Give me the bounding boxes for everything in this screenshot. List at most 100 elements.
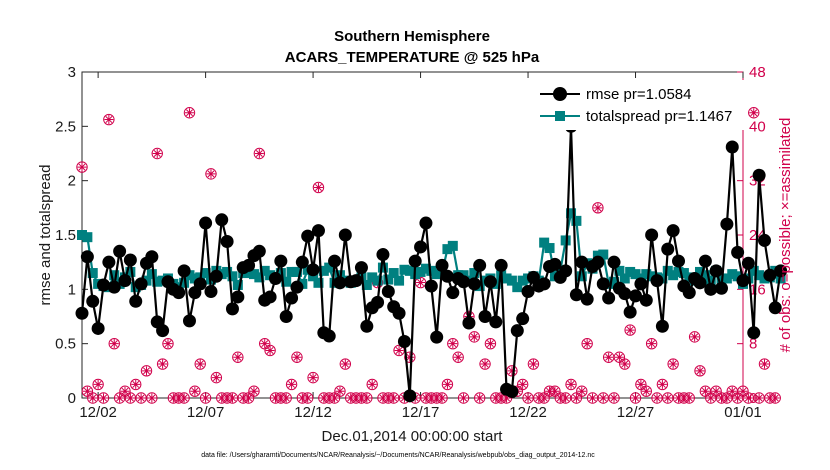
- totalspread-point: [286, 266, 297, 277]
- y-tick-label: 1.5: [55, 227, 76, 244]
- totalspread-point: [592, 250, 603, 261]
- totalspread-point: [619, 273, 630, 284]
- totalspread-point: [571, 215, 582, 226]
- legend: rmse pr=1.0584 totalspread pr=1.1467: [536, 80, 746, 130]
- obs-possible-point: [264, 344, 276, 357]
- totalspread-point: [630, 269, 641, 280]
- obs-assimilated-point: [717, 393, 727, 403]
- rmse-point: [607, 255, 621, 269]
- rmse-point: [86, 294, 100, 308]
- obs-assimilated-point: [319, 393, 329, 403]
- obs-assimilated-point: [566, 379, 576, 389]
- rmse-point: [473, 258, 487, 272]
- obs-assimilated-point: [502, 393, 512, 403]
- obs-assimilated-point: [405, 352, 415, 362]
- obs-assimilated-point: [706, 393, 716, 403]
- rmse-point: [263, 290, 277, 304]
- rmse-point: [290, 280, 304, 294]
- obs-assimilated-point: [647, 339, 657, 349]
- totalspread-point: [700, 270, 711, 281]
- obs-possible-point: [199, 392, 212, 404]
- obs-possible-point: [162, 337, 174, 350]
- obs-assimilated-point: [120, 386, 130, 396]
- x-tick-label: 12/02: [79, 404, 117, 421]
- obs-assimilated-point: [195, 359, 205, 369]
- totalspread-point: [404, 265, 415, 276]
- rmse-point: [177, 264, 191, 278]
- obs-possible-point: [748, 107, 760, 119]
- rmse-point: [285, 291, 299, 305]
- obs-assimilated-point: [561, 393, 571, 403]
- x-tick-label: 12/27: [617, 404, 655, 421]
- obs-possible-point: [248, 385, 260, 397]
- obs-assimilated-point: [93, 379, 103, 389]
- obs-assimilated-point: [222, 393, 232, 403]
- totalspread-point: [377, 262, 388, 273]
- obs-assimilated-point: [158, 359, 168, 369]
- rmse-point: [731, 245, 745, 259]
- rmse-point: [521, 285, 535, 299]
- rmse-point: [322, 329, 336, 343]
- obs-assimilated-point: [238, 393, 248, 403]
- rmse-point: [328, 254, 342, 268]
- rmse-point: [741, 256, 755, 270]
- obs-assimilated-point: [330, 393, 340, 403]
- obs-possible-point: [608, 392, 620, 404]
- totalspread-point: [415, 266, 426, 277]
- totalspread-point: [566, 208, 577, 219]
- totalspread-point: [560, 235, 571, 246]
- rmse-point: [96, 278, 110, 292]
- obs-assimilated-point: [711, 386, 721, 396]
- rmse-point: [381, 285, 395, 299]
- x-tick-label: 12/17: [402, 404, 440, 421]
- totalspread-point: [87, 268, 98, 279]
- rmse-point: [629, 289, 643, 303]
- totalspread-point: [506, 275, 517, 286]
- obs-assimilated-point: [394, 345, 404, 355]
- legend-box: [536, 80, 746, 130]
- obs-assimilated-point: [362, 393, 372, 403]
- obs-assimilated-point: [147, 393, 157, 403]
- totalspread-point: [227, 271, 238, 282]
- obs-assimilated-point: [260, 339, 270, 349]
- obs-assimilated-point: [152, 149, 162, 158]
- obs-assimilated-point: [765, 393, 775, 403]
- rmse-point: [747, 326, 761, 340]
- obs-possible-point: [334, 385, 346, 397]
- obs-assimilated-point: [652, 393, 662, 403]
- obs-possible-point: [404, 351, 416, 363]
- obs-possible-point: [447, 337, 459, 350]
- obs-assimilated-point: [534, 393, 544, 403]
- rmse-point: [220, 235, 234, 249]
- obs-assimilated-point: [528, 359, 538, 369]
- totalspread-point: [431, 269, 442, 280]
- totalspread-point: [748, 265, 759, 276]
- totalspread-point: [598, 249, 609, 260]
- obs-assimilated-point: [141, 366, 151, 376]
- obs-possible-point: [146, 392, 158, 404]
- obs-assimilated-point: [292, 352, 302, 362]
- obs-possible-point: [285, 378, 298, 391]
- rmse-point: [661, 242, 675, 256]
- obs-assimilated-point: [738, 386, 748, 396]
- obs-possible-point: [694, 365, 706, 377]
- obs-assimilated-point: [190, 386, 200, 396]
- totalspread-point: [512, 282, 523, 293]
- totalspread-point: [732, 271, 743, 282]
- totalspread-point: [641, 269, 652, 280]
- rmse-point: [252, 244, 266, 258]
- obs-possible-point: [565, 378, 577, 391]
- legend-rmse-label: rmse pr=1.0584: [586, 86, 691, 103]
- rmse-point: [655, 319, 669, 333]
- obs-possible-point: [629, 392, 642, 404]
- rmse-point: [757, 233, 771, 247]
- obs-assimilated-point: [593, 203, 603, 213]
- rmse-point: [403, 389, 417, 403]
- totalspread-point: [200, 268, 211, 279]
- totalspread-point: [754, 270, 765, 281]
- y2-tick-label: 16: [749, 281, 766, 298]
- rmse-point: [736, 274, 750, 288]
- rmse-point: [118, 274, 132, 288]
- rmse-point: [80, 250, 94, 264]
- obs-assimilated-point: [281, 393, 291, 403]
